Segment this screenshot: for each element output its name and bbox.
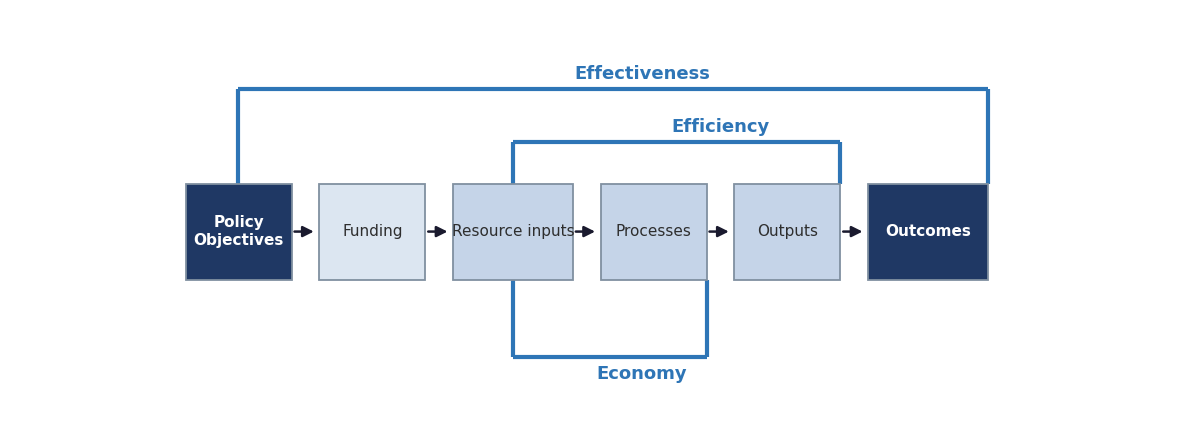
Text: Economy: Economy: [597, 364, 688, 383]
Text: Effectiveness: Effectiveness: [575, 65, 710, 82]
FancyBboxPatch shape: [601, 184, 707, 279]
FancyBboxPatch shape: [869, 184, 988, 279]
Text: Processes: Processes: [615, 224, 691, 239]
FancyBboxPatch shape: [186, 184, 292, 279]
FancyBboxPatch shape: [734, 184, 840, 279]
Text: Efficiency: Efficiency: [671, 117, 770, 136]
Text: Policy
Objectives: Policy Objectives: [194, 215, 284, 248]
Text: Resource inputs: Resource inputs: [452, 224, 575, 239]
Text: Funding: Funding: [343, 224, 402, 239]
Text: Outputs: Outputs: [757, 224, 818, 239]
FancyBboxPatch shape: [453, 184, 574, 279]
Text: Outcomes: Outcomes: [885, 224, 971, 239]
FancyBboxPatch shape: [319, 184, 426, 279]
